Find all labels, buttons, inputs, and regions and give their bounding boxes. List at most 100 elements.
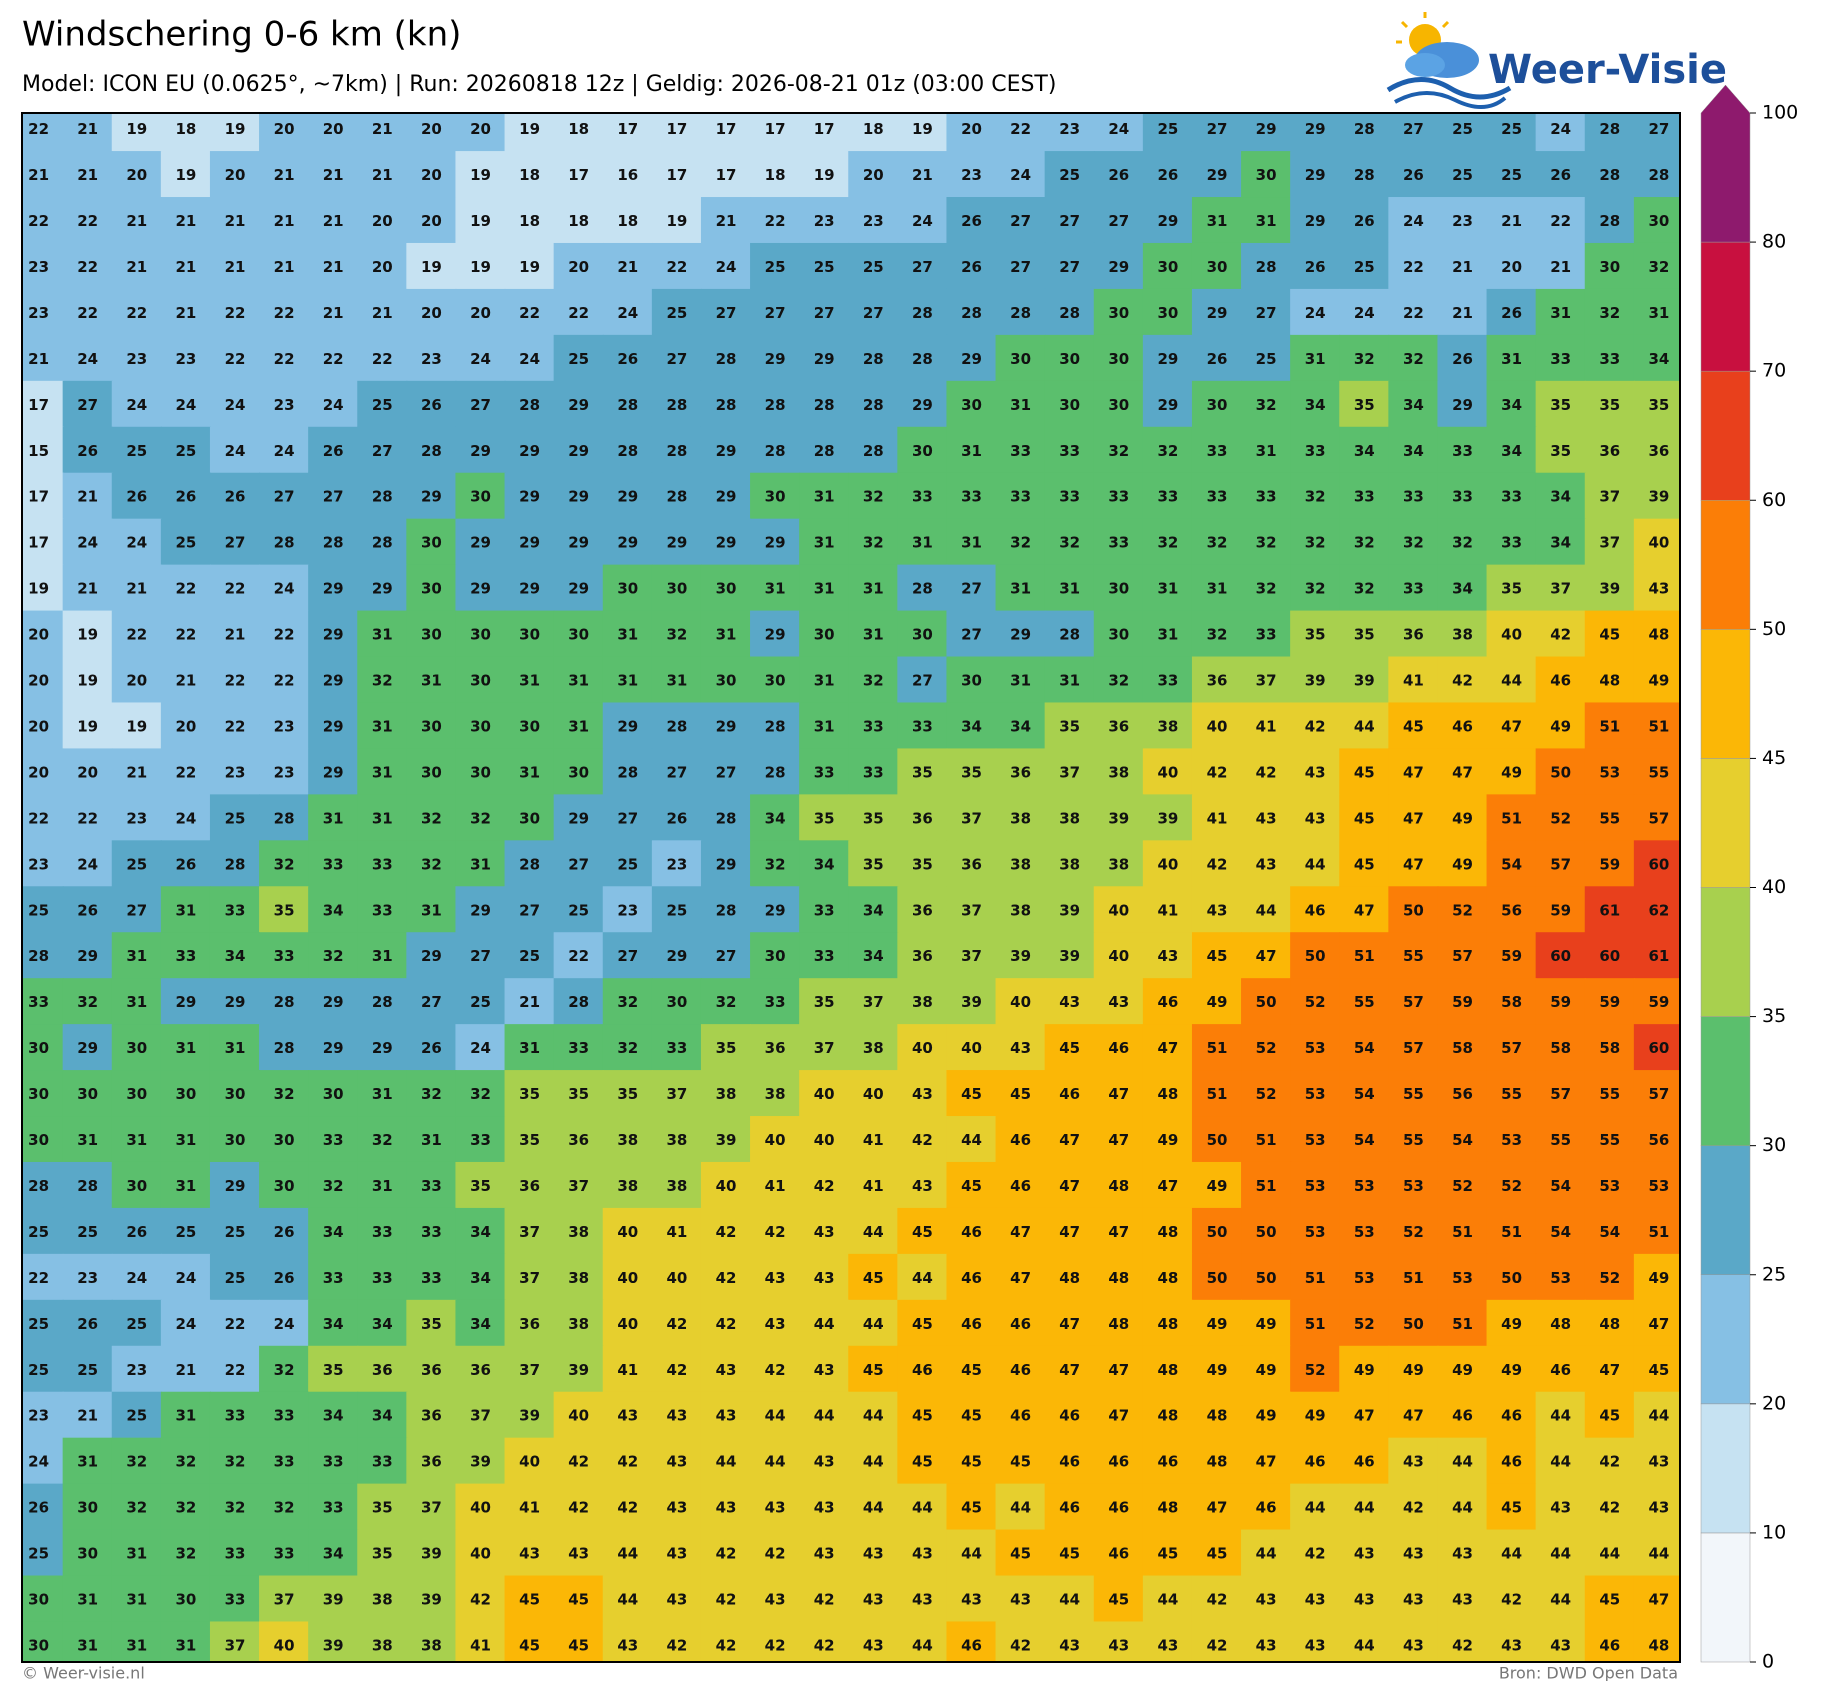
- shear-value: 24: [519, 350, 540, 368]
- shear-value: 37: [1599, 488, 1620, 506]
- shear-cell: [1142, 1207, 1193, 1255]
- shear-cell: [1191, 1207, 1243, 1255]
- shear-value: 42: [1256, 763, 1277, 781]
- shear-value: 44: [1157, 1591, 1178, 1609]
- shear-cell: [62, 564, 113, 612]
- shear-value: 43: [1305, 1636, 1326, 1654]
- shear-cell: [602, 151, 653, 199]
- shear-value: 43: [1648, 580, 1669, 598]
- shear-cell: [700, 886, 752, 934]
- shear-value: 44: [863, 1499, 884, 1517]
- shear-cell: [1535, 197, 1586, 244]
- shear-cell: [357, 1437, 408, 1485]
- shear-value: 43: [1256, 1591, 1277, 1609]
- shear-value: 30: [1648, 212, 1669, 230]
- shear-cell: [1290, 426, 1341, 474]
- shear-cell: [1339, 748, 1390, 796]
- shear-value: 29: [568, 442, 589, 460]
- shear-value: 31: [1157, 626, 1178, 644]
- shear-cell: [1388, 702, 1439, 750]
- shear-value: 45: [912, 1315, 933, 1333]
- shear-value: 39: [568, 1361, 589, 1379]
- shear-cell: [455, 564, 506, 612]
- shear-cell: [750, 656, 801, 704]
- shear-value: 22: [175, 626, 196, 644]
- shear-cell: [259, 702, 310, 750]
- shear-cell: [1486, 1070, 1537, 1118]
- shear-cell: [1388, 932, 1439, 980]
- shear-value: 23: [1452, 212, 1473, 230]
- shear-value: 19: [77, 717, 98, 735]
- shear-cell: [111, 1621, 162, 1662]
- shear-cell: [1044, 380, 1095, 428]
- shear-value: 29: [1305, 166, 1326, 184]
- shear-value: 44: [961, 1131, 982, 1149]
- shear-cell: [455, 113, 506, 153]
- shear-cell: [308, 1529, 359, 1577]
- shear-value: 25: [225, 1223, 246, 1241]
- shear-cell: [1191, 1483, 1243, 1531]
- shear-cell: [1290, 656, 1341, 704]
- shear-cell: [946, 242, 997, 290]
- shear-cell: [897, 1207, 948, 1255]
- shear-value: 19: [175, 166, 196, 184]
- shear-cell: [62, 978, 113, 1026]
- shear-value: 29: [765, 350, 786, 368]
- shear-cell: [750, 1207, 801, 1255]
- shear-cell: [111, 288, 162, 336]
- shear-value: 30: [814, 626, 835, 644]
- shear-cell: [1339, 1207, 1390, 1255]
- shear-cell: [1388, 1299, 1439, 1347]
- shear-value: 32: [77, 993, 98, 1011]
- shear-value: 44: [814, 1407, 835, 1425]
- shear-cell: [1044, 1116, 1095, 1163]
- shear-value: 55: [1403, 1131, 1424, 1149]
- shear-value: 43: [765, 1499, 786, 1517]
- shear-value: 47: [1059, 1223, 1080, 1241]
- shear-cell: [1241, 151, 1292, 199]
- shear-value: 35: [814, 809, 835, 827]
- shear-cell: [799, 932, 850, 980]
- shear-value: 26: [1501, 304, 1522, 322]
- shear-cell: [111, 794, 162, 842]
- shear-value: 36: [568, 1131, 589, 1149]
- shear-cell: [1290, 518, 1341, 566]
- shear-cell: [1142, 702, 1193, 750]
- shear-cell: [209, 656, 261, 704]
- shear-cell: [799, 1621, 850, 1662]
- shear-cell: [259, 1299, 310, 1347]
- shear-value: 23: [225, 763, 246, 781]
- shear-value: 38: [568, 1269, 589, 1287]
- shear-value: 24: [225, 442, 246, 460]
- shear-cell: [1191, 702, 1243, 750]
- shear-cell: [504, 334, 555, 382]
- shear-value: 59: [1599, 993, 1620, 1011]
- shear-cell: [1437, 242, 1488, 290]
- shear-value: 47: [1108, 1085, 1129, 1103]
- shear-cell: [750, 1070, 801, 1118]
- shear-cell: [1437, 978, 1488, 1026]
- shear-value: 44: [863, 1223, 884, 1241]
- shear-cell: [357, 1207, 408, 1255]
- shear-value: 18: [568, 212, 589, 230]
- shear-cell: [848, 1070, 899, 1118]
- shear-cell: [259, 113, 310, 153]
- shear-cell: [1486, 1437, 1537, 1485]
- shear-cell: [1535, 794, 1586, 842]
- shear-value: 34: [863, 901, 884, 919]
- shear-value: 47: [1059, 1177, 1080, 1195]
- shear-value: 55: [1599, 1085, 1620, 1103]
- shear-value: 46: [1108, 1499, 1129, 1517]
- shear-cell: [455, 1024, 506, 1072]
- shear-value: 43: [1207, 901, 1228, 919]
- colorbar-segment: [1700, 629, 1751, 759]
- shear-cell: [1486, 472, 1537, 520]
- shear-value: 18: [765, 166, 786, 184]
- shear-value: 30: [421, 763, 442, 781]
- shear-value: 53: [1550, 1269, 1571, 1287]
- shear-cell: [1535, 1345, 1586, 1393]
- shear-cell: [22, 1207, 64, 1255]
- shear-cell: [602, 1529, 653, 1577]
- shear-cell: [1290, 334, 1341, 382]
- shear-cell: [1633, 1621, 1680, 1662]
